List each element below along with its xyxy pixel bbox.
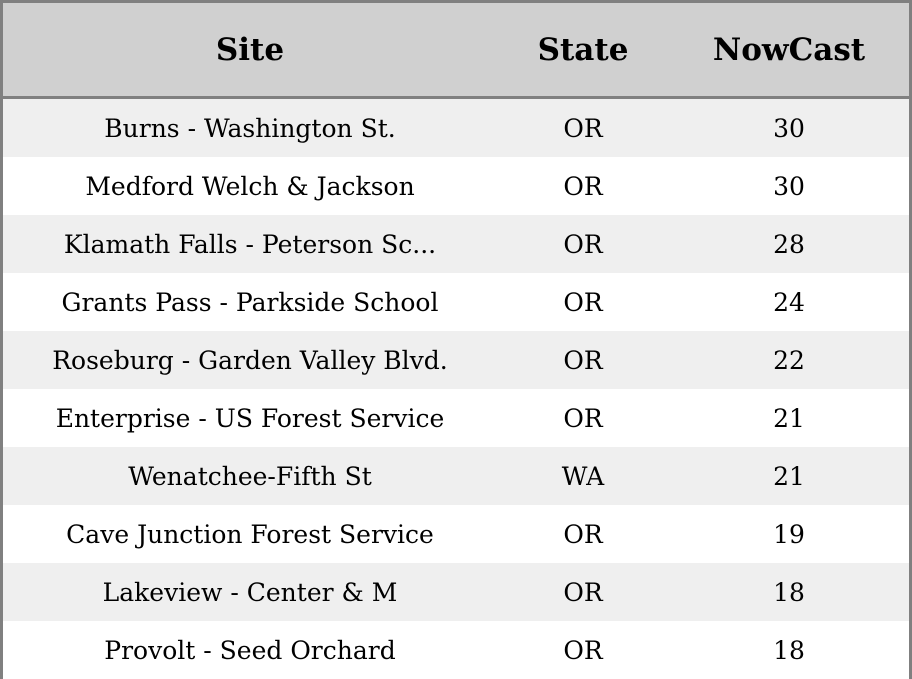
state-cell: OR [497, 563, 669, 621]
state-cell: OR [497, 389, 669, 447]
site-cell: Lakeview - Center & M [3, 563, 497, 621]
table-row[interactable]: Grants Pass - Parkside School OR 24 [3, 273, 909, 331]
table-row[interactable]: Medford Welch & Jackson OR 30 [3, 157, 909, 215]
table-row[interactable]: Wenatchee-Fifth St WA 21 [3, 447, 909, 505]
nowcast-table: Site State NowCast Burns - Washington St… [3, 3, 909, 679]
nowcast-cell: 18 [669, 563, 909, 621]
state-cell: OR [497, 273, 669, 331]
site-cell: Medford Welch & Jackson [3, 157, 497, 215]
site-cell: Roseburg - Garden Valley Blvd. [3, 331, 497, 389]
nowcast-cell: 24 [669, 273, 909, 331]
state-cell: OR [497, 505, 669, 563]
state-cell: OR [497, 157, 669, 215]
table-row[interactable]: Lakeview - Center & M OR 18 [3, 563, 909, 621]
table-row[interactable]: Klamath Falls - Peterson Sc... OR 28 [3, 215, 909, 273]
nowcast-cell: 18 [669, 621, 909, 679]
state-cell: WA [497, 447, 669, 505]
nowcast-cell: 30 [669, 97, 909, 157]
site-cell: Enterprise - US Forest Service [3, 389, 497, 447]
state-cell: OR [497, 331, 669, 389]
table-row[interactable]: Burns - Washington St. OR 30 [3, 97, 909, 157]
table-row[interactable]: Provolt - Seed Orchard OR 18 [3, 621, 909, 679]
nowcast-cell: 22 [669, 331, 909, 389]
nowcast-cell: 28 [669, 215, 909, 273]
nowcast-cell: 30 [669, 157, 909, 215]
site-cell: Cave Junction Forest Service [3, 505, 497, 563]
table-row[interactable]: Roseburg - Garden Valley Blvd. OR 22 [3, 331, 909, 389]
site-cell: Klamath Falls - Peterson Sc... [3, 215, 497, 273]
site-cell: Wenatchee-Fifth St [3, 447, 497, 505]
state-cell: OR [497, 215, 669, 273]
site-cell: Grants Pass - Parkside School [3, 273, 497, 331]
nowcast-cell: 21 [669, 389, 909, 447]
state-cell: OR [497, 97, 669, 157]
header-state[interactable]: State [497, 3, 669, 99]
nowcast-cell: 21 [669, 447, 909, 505]
site-cell: Provolt - Seed Orchard [3, 621, 497, 679]
nowcast-cell: 19 [669, 505, 909, 563]
state-cell: OR [497, 621, 669, 679]
table-row[interactable]: Cave Junction Forest Service OR 19 [3, 505, 909, 563]
site-cell: Burns - Washington St. [3, 97, 497, 157]
header-site[interactable]: Site [3, 3, 497, 99]
header-row: Site State NowCast [3, 3, 909, 99]
table-row[interactable]: Enterprise - US Forest Service OR 21 [3, 389, 909, 447]
header-nowcast[interactable]: NowCast [669, 3, 909, 99]
